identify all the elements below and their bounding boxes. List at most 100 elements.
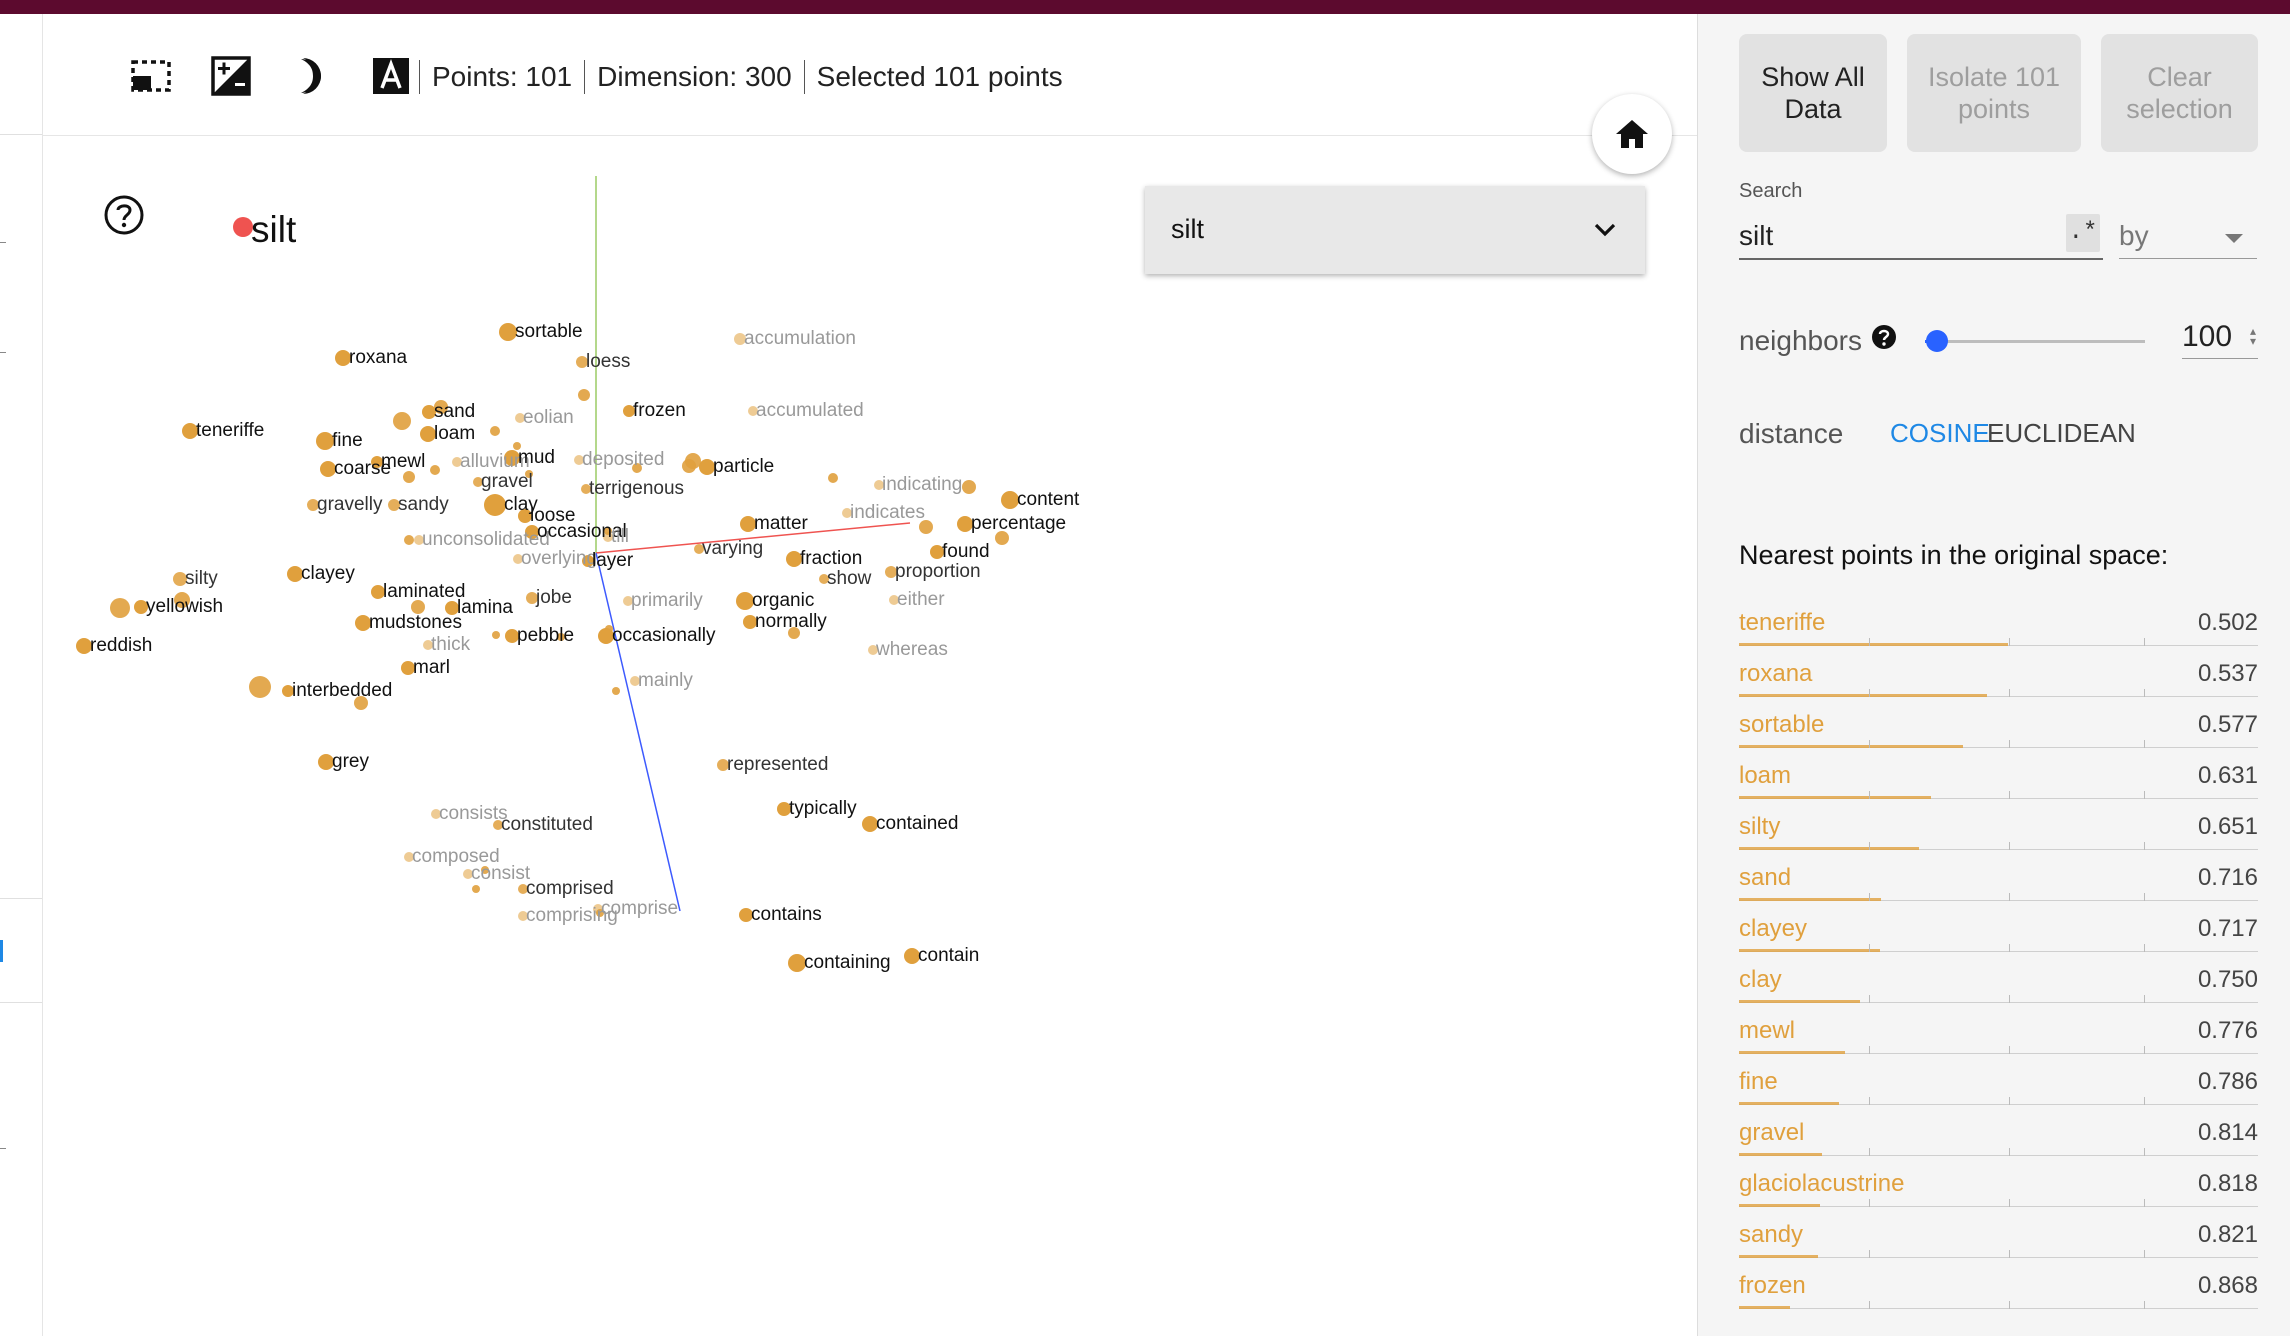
point-dot[interactable]	[819, 574, 829, 584]
nearest-point-word[interactable]: gravel	[1739, 1119, 1805, 1146]
point-dot[interactable]	[173, 572, 187, 586]
nearest-point-row[interactable]: gravel 0.814	[1739, 1109, 2258, 1160]
point-dot[interactable]	[694, 544, 704, 554]
night-mode-icon[interactable]	[207, 52, 255, 100]
point-dot[interactable]	[371, 585, 385, 599]
nearest-point-word[interactable]: sortable	[1739, 711, 1825, 738]
point-label[interactable]: unconsolidated	[422, 529, 550, 550]
point-dot[interactable]	[518, 911, 528, 921]
point-dot[interactable]	[414, 535, 424, 545]
point-dot[interactable]	[282, 685, 294, 697]
point-dot[interactable]	[1001, 491, 1019, 509]
point-dot[interactable]	[452, 457, 462, 467]
point-dot[interactable]	[518, 509, 532, 523]
point-dot[interactable]	[463, 869, 473, 879]
point-dot[interactable]	[632, 463, 642, 473]
point-label[interactable]: till	[611, 526, 629, 547]
point-dot[interactable]	[557, 633, 565, 641]
label-by-dropdown[interactable]: silt	[1145, 186, 1645, 274]
point-dot[interactable]	[578, 389, 590, 401]
nearest-point-row[interactable]: sand 0.716	[1739, 854, 2258, 905]
point-label[interactable]: matter	[754, 513, 808, 534]
point-label[interactable]: mud	[518, 447, 555, 468]
point-dot[interactable]	[513, 442, 521, 450]
point-label[interactable]: indicating	[882, 474, 963, 495]
point-label[interactable]: laminated	[383, 581, 466, 602]
point-dot[interactable]	[431, 809, 441, 819]
point-label[interactable]: mudstones	[369, 612, 462, 633]
point-dot[interactable]	[739, 908, 753, 922]
help-icon[interactable]	[103, 194, 145, 236]
point-label[interactable]: primarily	[631, 590, 703, 611]
point-label[interactable]: accumulated	[756, 400, 864, 421]
point-label[interactable]: contains	[751, 904, 822, 925]
point-label[interactable]: roxana	[349, 347, 408, 368]
point-dot[interactable]	[518, 884, 528, 894]
point-dot[interactable]	[630, 676, 640, 686]
neighbors-slider[interactable]	[1925, 330, 2145, 352]
bounding-box-select-icon[interactable]	[127, 52, 175, 100]
point-dot[interactable]	[525, 525, 539, 539]
point-dot[interactable]	[76, 638, 92, 654]
nearest-point-word[interactable]: clayey	[1739, 915, 1808, 942]
point-label[interactable]: either	[897, 589, 945, 610]
distance-euclidean-option[interactable]: EUCLIDEAN	[1987, 418, 2136, 448]
point-label[interactable]: overlying	[521, 548, 598, 569]
left-sidebar-collapsed[interactable]	[0, 14, 43, 1336]
point-dot[interactable]	[736, 592, 754, 610]
point-dot[interactable]	[493, 820, 503, 830]
slider-knob[interactable]	[1926, 330, 1949, 352]
point-dot[interactable]	[430, 465, 440, 475]
point-dot[interactable]	[404, 852, 414, 862]
point-label[interactable]: containing	[804, 952, 891, 973]
point-dot[interactable]	[962, 480, 976, 494]
point-label[interactable]: typically	[789, 798, 857, 819]
point-label[interactable]: layer	[592, 550, 634, 571]
point-dot[interactable]	[404, 535, 414, 545]
show-all-data-button[interactable]: Show All Data	[1739, 34, 1887, 152]
point-label[interactable]: sortable	[515, 321, 583, 342]
distance-cosine-option[interactable]: COSINE	[1890, 418, 1990, 448]
point-label[interactable]: yellowish	[146, 596, 224, 617]
point-dot[interactable]	[904, 948, 920, 964]
point-label[interactable]: deposited	[582, 449, 665, 470]
nearest-point-word[interactable]: clay	[1739, 966, 1782, 993]
nearest-point-word[interactable]: sand	[1739, 864, 1792, 891]
point-dot[interactable]	[316, 432, 334, 450]
point-dot[interactable]	[287, 566, 303, 582]
point-dot[interactable]	[525, 470, 533, 478]
point-label[interactable]: gravel	[481, 471, 533, 492]
point-label[interactable]: loess	[586, 351, 631, 372]
nearest-point-row[interactable]: loam 0.631	[1739, 752, 2258, 803]
point-label[interactable]: constituted	[501, 814, 593, 835]
nearest-point-word[interactable]: silty	[1739, 813, 1781, 840]
isolate-points-button[interactable]: Isolate 101 points	[1907, 34, 2081, 152]
point-dot[interactable]	[685, 453, 701, 469]
point-dot[interactable]	[788, 627, 800, 639]
point-dot[interactable]	[957, 516, 973, 532]
nearest-point-word[interactable]: fine	[1739, 1068, 1778, 1095]
point-dot[interactable]	[581, 484, 591, 494]
point-label[interactable]: contain	[918, 945, 980, 966]
point-label[interactable]: lamina	[457, 597, 513, 618]
nearest-point-row[interactable]: clay 0.750	[1739, 956, 2258, 1007]
point-dot[interactable]	[526, 592, 538, 604]
point-dot[interactable]	[574, 455, 584, 465]
point-label[interactable]: comprise	[601, 898, 679, 919]
point-label[interactable]: found	[942, 541, 990, 562]
point-dot[interactable]	[371, 456, 383, 468]
point-label[interactable]: marl	[413, 657, 450, 678]
nearest-point-word[interactable]: roxana	[1739, 660, 1813, 687]
point-label[interactable]: occasionally	[612, 625, 716, 646]
point-dot[interactable]	[593, 904, 603, 914]
point-label[interactable]: jobe	[536, 587, 572, 608]
point-dot[interactable]	[411, 600, 425, 614]
point-label[interactable]: gravelly	[317, 494, 383, 515]
nearest-point-row[interactable]: fine 0.786	[1739, 1058, 2258, 1109]
moon-icon[interactable]	[287, 52, 335, 100]
point-dot[interactable]	[786, 551, 802, 567]
point-dot[interactable]	[504, 450, 520, 466]
point-dot[interactable]	[612, 687, 620, 695]
point-dot[interactable]	[174, 592, 190, 608]
nearest-point-row[interactable]: silty 0.651	[1739, 803, 2258, 854]
